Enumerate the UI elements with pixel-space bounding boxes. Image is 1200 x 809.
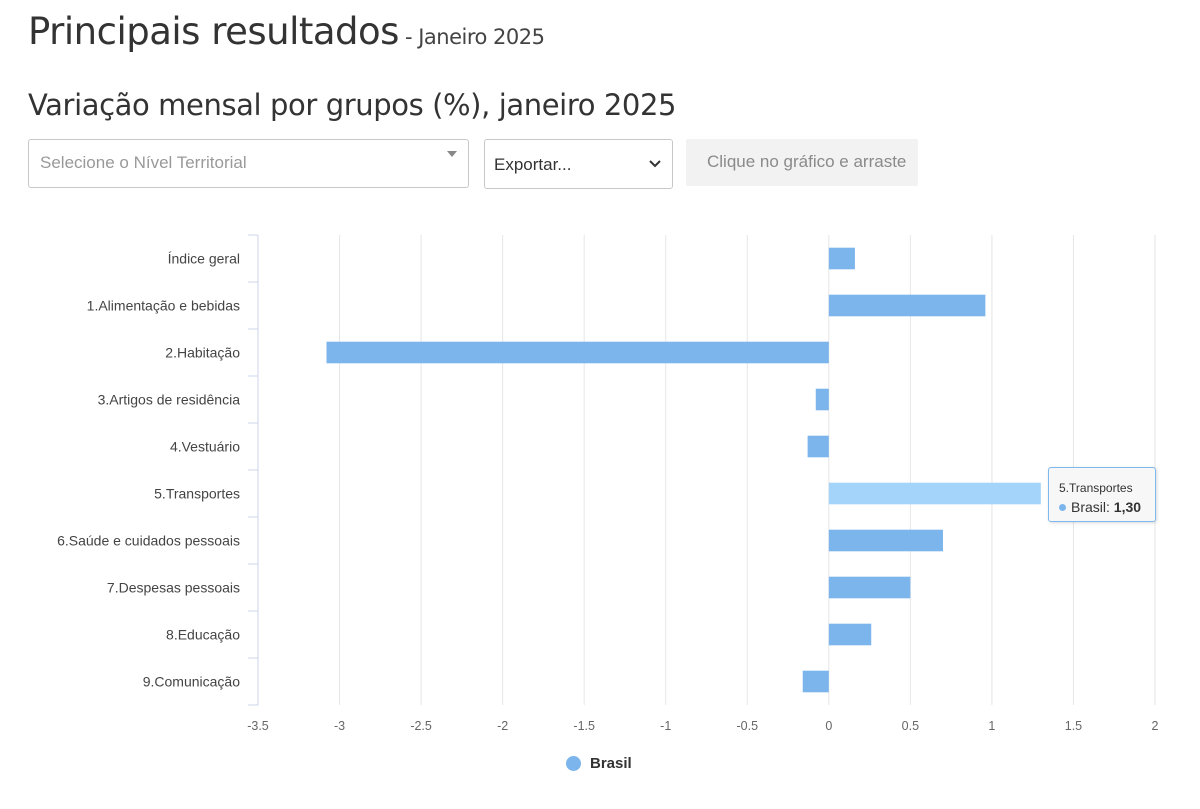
category-label: 1.Alimentação e bebidas	[87, 298, 240, 314]
territorial-level-select[interactable]: Selecione o Nível Territorial	[28, 139, 469, 188]
category-label: 2.Habitação	[165, 345, 240, 361]
value-tick-label: 1.5	[1065, 719, 1082, 733]
tooltip-value: 1,30	[1113, 499, 1142, 515]
tooltip-series: Brasil:	[1071, 499, 1110, 515]
bar[interactable]	[828, 576, 911, 599]
chevron-down-icon	[649, 160, 661, 168]
value-tick-label: -1	[660, 719, 671, 733]
category-label: 7.Despesas pessoais	[107, 580, 240, 596]
bar[interactable]	[828, 247, 855, 270]
territorial-level-placeholder: Selecione o Nível Territorial	[40, 153, 247, 172]
category-label: 6.Saúde e cuidados pessoais	[57, 533, 240, 549]
bar[interactable]	[828, 529, 943, 552]
value-tick-label: 1	[988, 719, 995, 733]
bar[interactable]	[807, 435, 829, 458]
chart-tooltip: 5.Transportes Brasil: 1,30	[1048, 467, 1156, 522]
export-select-value: Exportar...	[494, 155, 572, 174]
series-dot-icon	[1059, 504, 1066, 511]
category-label: 3.Artigos de residência	[98, 392, 241, 408]
caret-down-icon	[447, 151, 457, 157]
category-label: 9.Comunicação	[143, 674, 240, 690]
legend-label: Brasil	[590, 755, 632, 772]
bar[interactable]	[828, 294, 986, 317]
bar[interactable]	[815, 388, 829, 411]
legend-dot-icon	[566, 756, 581, 771]
value-tick-label: 0	[825, 719, 832, 733]
category-label: 4.Vestuário	[170, 439, 240, 455]
bar[interactable]	[802, 670, 829, 693]
value-tick-label: -1.5	[573, 719, 595, 733]
value-tick-label: 2	[1152, 719, 1159, 733]
value-tick-label: -0.5	[736, 719, 758, 733]
page-title-text: Principais resultados	[28, 10, 399, 53]
drag-hint: Clique no gráfico e arraste	[686, 139, 918, 186]
drag-hint-text: Clique no gráfico e arraste	[707, 152, 907, 171]
value-tick-label: -2	[497, 719, 508, 733]
bar[interactable]	[326, 341, 829, 364]
bar[interactable]	[828, 623, 872, 646]
tooltip-value-row: Brasil: 1,30	[1059, 499, 1141, 515]
export-select[interactable]: Exportar...	[484, 139, 673, 189]
bar[interactable]	[828, 482, 1041, 505]
page-subtitle: - Janeiro 2025	[404, 25, 545, 49]
value-tick-label: -3.5	[247, 719, 269, 733]
value-tick-label: -3	[334, 719, 345, 733]
category-label: 8.Educação	[166, 627, 240, 643]
page-title: Principais resultados - Janeiro 2025	[28, 10, 545, 53]
category-label: Índice geral	[168, 251, 240, 267]
tooltip-category: 5.Transportes	[1059, 481, 1133, 495]
value-tick-label: -2.5	[410, 719, 432, 733]
chart-section-title: Variação mensal por grupos (%), janeiro …	[28, 88, 677, 122]
category-label: 5.Transportes	[154, 486, 240, 502]
value-tick-label: 0.5	[902, 719, 919, 733]
